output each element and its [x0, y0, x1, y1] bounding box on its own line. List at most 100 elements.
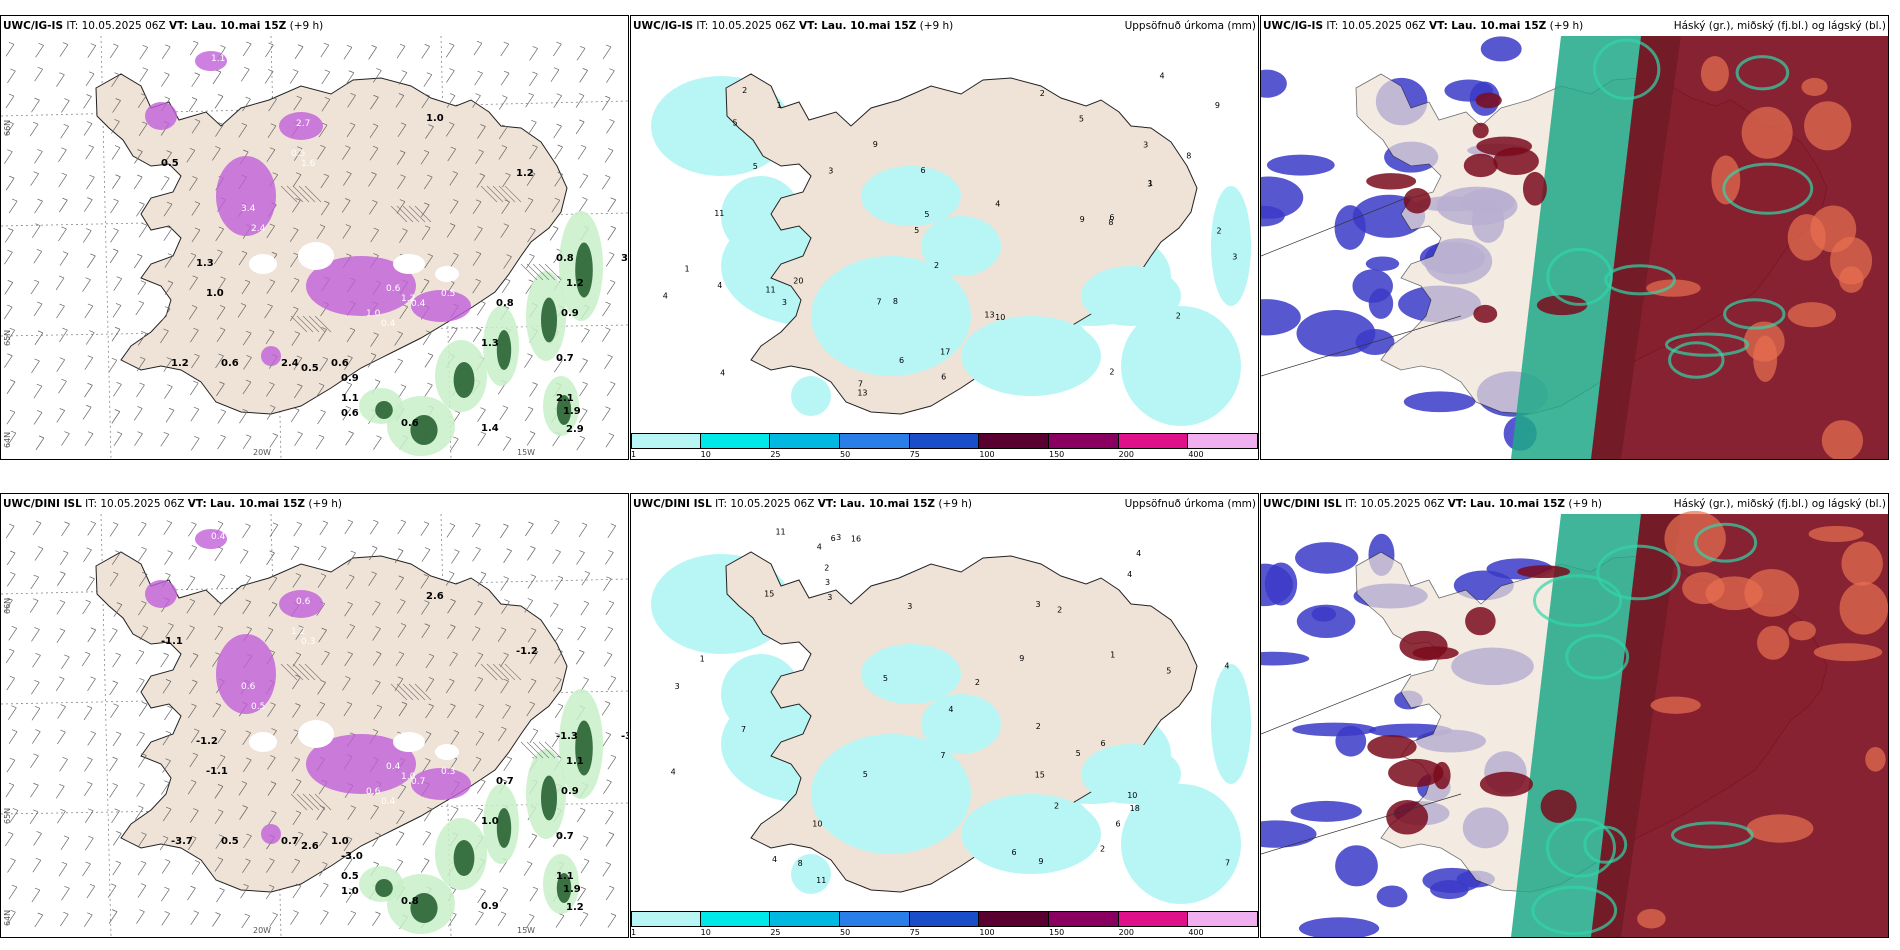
wind-barb	[242, 730, 251, 745]
lat-label-65: 65N	[3, 329, 12, 346]
wind-barb	[372, 600, 381, 616]
wind-barb	[319, 882, 329, 898]
temperature-label: 0.8	[401, 896, 419, 907]
wind-barb	[191, 860, 201, 875]
precipitation-label: 6	[899, 356, 904, 365]
wind-barb	[346, 624, 356, 639]
panel-bottom-cloud: UWC/DINI ISL IT: 10.05.2025 06Z VT: Lau.…	[1260, 493, 1889, 938]
colorbar-tick-label: 50	[840, 928, 851, 937]
wind-barb	[579, 173, 589, 189]
temperature-area	[261, 824, 281, 844]
precipitation-area	[861, 644, 961, 704]
lat-label-64: 64N	[3, 431, 12, 448]
wind-barb	[59, 327, 68, 343]
precipitation-label: 8	[798, 859, 803, 868]
temperature-label-white: 0.6	[241, 682, 256, 692]
precipitation-label: 1	[700, 654, 705, 663]
wind-barb	[445, 122, 455, 137]
wind-barb	[109, 627, 118, 643]
precipitation-label: 2	[934, 261, 939, 270]
temperature-label: -3.0	[341, 851, 363, 862]
wind-barb	[368, 172, 377, 187]
wind-barb	[217, 409, 227, 424]
wind-barb	[321, 69, 331, 85]
wind-barb	[446, 93, 456, 108]
precipitation-map: 3212151518119754361110476543825410166243…	[651, 528, 1251, 904]
low-cloud-area	[1261, 651, 1310, 666]
wind-barb	[111, 119, 120, 134]
wind-barb	[607, 754, 617, 770]
wind-barb	[266, 147, 276, 162]
wind-barb	[113, 276, 122, 291]
wind-barb	[529, 46, 538, 61]
wind-barb	[398, 701, 408, 717]
wind-barb	[523, 861, 533, 876]
wind-barb	[85, 71, 95, 87]
wind-barb	[163, 226, 173, 241]
precipitation-label: 8	[893, 297, 898, 306]
wind-barb	[165, 407, 175, 423]
valid-time: Lau. 10.mai 15Z	[191, 20, 287, 32]
wind-barb	[188, 521, 197, 537]
wind-barb	[501, 278, 511, 293]
wind-barb	[59, 197, 68, 213]
wind-barb	[191, 353, 200, 369]
panel-top-wind-temp: UWC/IG-IS IT: 10.05.2025 06Z VT: Lau. 10…	[0, 15, 629, 460]
wind-barb	[605, 600, 615, 616]
wind-barb	[191, 201, 201, 216]
wind-barb	[266, 279, 276, 294]
wind-barb	[420, 202, 430, 218]
temperature-label: 0.5	[341, 871, 359, 882]
high-cloud-patch	[1367, 734, 1417, 759]
temperature-label: 1.9	[563, 406, 581, 417]
init-time: 10.05.2025 06Z	[730, 498, 815, 510]
init-time: 10.05.2025 06Z	[1360, 498, 1445, 510]
wind-barb	[471, 626, 481, 641]
mid-cloud-contour	[1565, 634, 1630, 680]
wind-barb	[34, 66, 43, 82]
wind-barb	[425, 124, 434, 139]
wind-barb	[498, 145, 508, 160]
lat-label-65: 65N	[3, 807, 12, 824]
glacier-patch	[249, 732, 277, 752]
wind-barb	[4, 353, 13, 368]
wind-speed-dark-area	[496, 330, 512, 370]
wind-barb	[607, 523, 617, 539]
precipitation-label: 4	[1136, 549, 1141, 558]
wind-barb	[86, 174, 95, 190]
wind-barb	[112, 831, 122, 846]
wind-barb	[395, 651, 405, 667]
wind-barb	[372, 651, 382, 666]
precipitation-label: 9	[1080, 215, 1085, 224]
wind-barb	[29, 598, 39, 613]
hatch-line	[390, 683, 408, 701]
temperature-label: 0.5	[221, 836, 239, 847]
lead-time: (+9 h)	[308, 498, 343, 510]
wind-barb	[604, 626, 614, 642]
wind-barb	[529, 382, 538, 397]
wind-barb	[267, 755, 276, 770]
wind-barb	[295, 625, 304, 640]
wind-barb	[266, 223, 276, 239]
wind-barb	[57, 729, 66, 745]
wind-barb	[317, 573, 327, 588]
wind-barb	[216, 573, 226, 589]
wind-barb	[528, 833, 538, 849]
wind-barb	[268, 96, 277, 112]
wind-barb	[138, 546, 147, 562]
mid-cloud-contour	[1693, 522, 1758, 563]
wind-barb	[84, 382, 93, 398]
wind-barb	[9, 808, 19, 823]
wind-barb	[606, 280, 616, 295]
wind-barb	[217, 434, 226, 450]
wind-barb	[474, 226, 483, 241]
wind-barb	[6, 572, 16, 587]
hatch-line	[292, 185, 310, 203]
high-cloud-patch	[1540, 789, 1577, 823]
wind-barb	[316, 805, 325, 820]
mid-cloud-contour	[1531, 885, 1618, 936]
wind-barb	[161, 886, 170, 902]
wind-barb	[33, 383, 43, 399]
temperature-label-white: 0.6	[296, 597, 311, 607]
wind-barb	[83, 94, 92, 109]
